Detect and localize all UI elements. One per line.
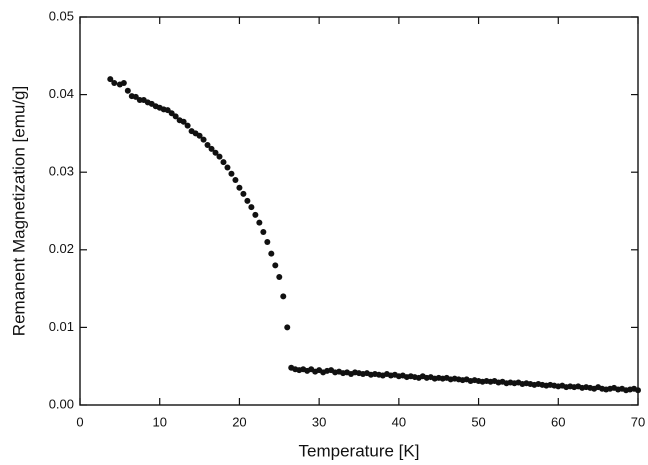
data-point bbox=[224, 164, 231, 171]
plot-frame bbox=[79, 16, 639, 406]
data-point bbox=[256, 219, 263, 226]
x-tick-label: 50 bbox=[471, 414, 485, 429]
data-point bbox=[124, 87, 131, 94]
data-point bbox=[272, 262, 279, 269]
data-point bbox=[232, 176, 239, 183]
data-point bbox=[208, 145, 215, 152]
x-tick-label: 60 bbox=[551, 414, 565, 429]
data-point bbox=[280, 293, 287, 300]
y-tick-label: 0.02 bbox=[49, 241, 74, 256]
data-point bbox=[220, 159, 227, 166]
data-point bbox=[268, 250, 275, 257]
data-point bbox=[180, 118, 187, 125]
data-point bbox=[172, 113, 179, 120]
data-point bbox=[204, 142, 211, 149]
y-tick-label: 0.05 bbox=[49, 8, 74, 23]
data-point bbox=[216, 153, 223, 160]
x-tick-label: 20 bbox=[232, 414, 246, 429]
x-tick-label: 10 bbox=[152, 414, 166, 429]
data-point bbox=[184, 122, 191, 129]
data-point bbox=[260, 228, 267, 235]
data-point bbox=[284, 324, 291, 331]
data-point bbox=[240, 190, 247, 197]
x-tick-label: 30 bbox=[312, 414, 326, 429]
data-point bbox=[196, 132, 203, 139]
x-tick-label: 70 bbox=[631, 414, 645, 429]
data-point bbox=[635, 387, 641, 394]
data-point bbox=[120, 79, 127, 86]
data-point bbox=[244, 197, 251, 204]
y-tick-label: 0.04 bbox=[49, 86, 74, 101]
data-point bbox=[200, 136, 207, 143]
data-point bbox=[264, 239, 271, 246]
data-point bbox=[107, 76, 114, 83]
x-axis-label: Temperature [K] bbox=[299, 441, 420, 460]
x-tick-label: 0 bbox=[76, 414, 83, 429]
data-point bbox=[111, 79, 118, 86]
data-point bbox=[252, 211, 259, 218]
data-point bbox=[248, 204, 255, 211]
y-tick-label: 0.00 bbox=[49, 396, 74, 411]
data-point bbox=[228, 170, 235, 177]
data-point bbox=[236, 184, 243, 191]
y-tick-label: 0.01 bbox=[49, 319, 74, 334]
data-point bbox=[212, 149, 219, 156]
y-tick-label: 0.03 bbox=[49, 164, 74, 179]
data-point bbox=[276, 273, 283, 280]
y-axis-label: Remanent Magnetization [emu/g] bbox=[9, 86, 28, 336]
x-tick-label: 40 bbox=[392, 414, 406, 429]
